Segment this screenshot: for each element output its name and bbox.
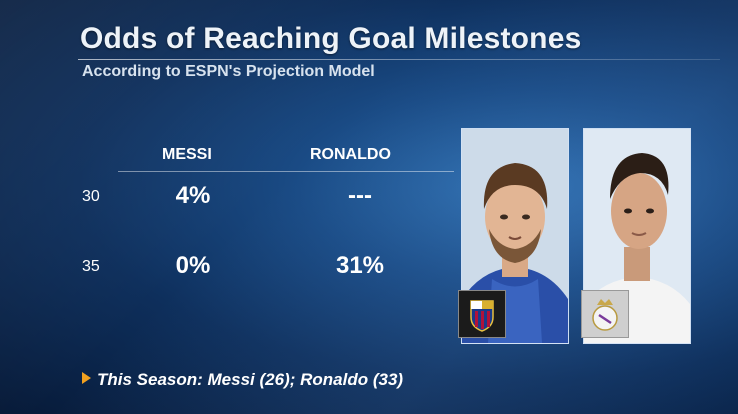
page-subtitle: According to ESPN's Projection Model [82,63,375,80]
cell-messi-35: 0% [175,252,211,279]
footnote-text: This Season: Messi (26); Ronaldo (33) [97,370,404,389]
row-label-30: 30 [82,188,100,205]
row-label-35: 35 [82,258,100,275]
page-title: Odds of Reaching Goal Milestones [80,22,582,55]
real-madrid-crest-icon [581,290,629,338]
cell-messi-30: 4% [175,182,211,209]
bullet-triangle-icon [82,372,91,384]
fc-barcelona-crest-icon [458,290,506,338]
cell-ronaldo-30: --- [348,182,372,209]
season-footnote: This Season: Messi (26); Ronaldo (33) [82,370,403,390]
header-divider [118,171,454,172]
column-header-messi: MESSI [162,146,212,163]
column-header-ronaldo: RONALDO [310,146,391,163]
title-divider [78,59,720,60]
cell-ronaldo-35: 31% [335,252,385,279]
